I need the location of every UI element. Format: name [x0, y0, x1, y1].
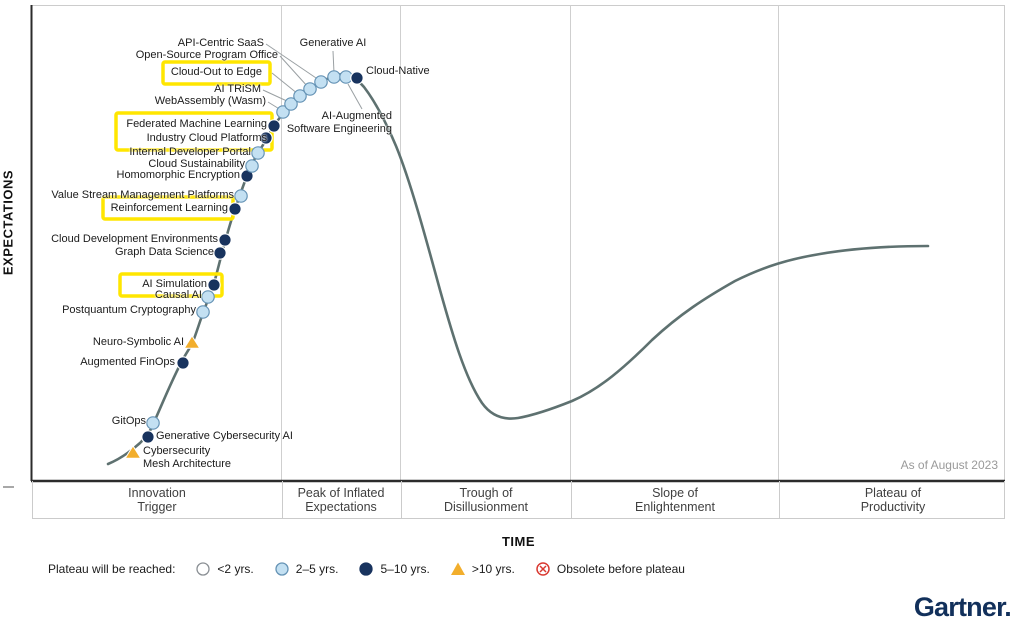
leader-line-open-source-program-office: [279, 55, 309, 88]
phase-label-slope-of-enlightenment: Slope of Enlightenment: [585, 486, 765, 514]
x-axis-label: TIME: [501, 534, 536, 549]
legend-item-label: 5–10 yrs.: [380, 562, 430, 576]
leader-lines: [262, 43, 363, 111]
legend-item-label: >10 yrs.: [471, 562, 515, 576]
tech-marker-graph-data-science: [213, 246, 227, 260]
highlight-box: [114, 111, 274, 152]
phase-separator: [571, 481, 572, 518]
legend-prefix: Plateau will be reached:: [48, 562, 176, 576]
phase-label-line: Slope of: [652, 486, 698, 500]
y-axis-label: EXPECTATIONS: [0, 169, 16, 276]
tech-marker-cloud-development-environments: [218, 233, 232, 247]
highlight-box: [118, 272, 224, 298]
phase-label-innovation-trigger: Innovation Trigger: [67, 486, 247, 514]
phase-gridlines: [281, 5, 779, 481]
tech-marker-ai-trism: [284, 97, 298, 111]
tech-marker-federated-machine-learning: [267, 119, 281, 133]
highlight-box: [161, 60, 272, 86]
phase-label-line: Disillusionment: [443, 500, 529, 514]
tech-marker-cybersecurity-mesh-architecture: [124, 444, 142, 459]
tech-marker-reinforcement-learning: [228, 202, 242, 216]
tech-marker-industry-cloud-platforms: [259, 131, 273, 145]
highlight-box: [101, 195, 235, 221]
legend-light-icon: [275, 562, 289, 576]
tech-marker-cloud-native: [350, 71, 364, 85]
tech-marker-cloud-out-to-edge: [293, 89, 307, 103]
leader-line-ai-augmented-software-engineering: [347, 83, 363, 110]
legend-white-icon: [196, 562, 211, 576]
leader-line-generative-ai: [332, 50, 335, 74]
phase-label-line: Expectations: [305, 500, 377, 514]
leader-line-ai-trism: [262, 89, 290, 103]
tech-marker-api-centric-saas: [314, 75, 328, 89]
tech-markers: [124, 70, 364, 459]
leader-line-cloud-out-to-edge: [271, 72, 299, 95]
tech-marker-augmented-finops: [176, 356, 190, 370]
legend-item-label: Obsolete before plateau: [556, 562, 685, 576]
tech-marker-ai-simulation: [207, 278, 221, 292]
legend-item-10-yrs: >10 yrs.: [450, 561, 515, 577]
phase-band: Innovation Trigger Peak of Inflated Expecta…: [32, 481, 1005, 519]
legend-item-label: <2 yrs.: [217, 562, 254, 576]
tech-marker-generative-cybersecurity-ai: [141, 430, 155, 444]
legend-triangle-icon: [450, 562, 465, 575]
hype-curve: [106, 72, 930, 466]
legend-item-5-10-yrs: 5–10 yrs.: [358, 561, 430, 577]
phase-label-line: Peak of Inflated: [297, 486, 385, 500]
phase-label-line: Trigger: [137, 500, 177, 514]
phase-separator: [282, 481, 283, 518]
tech-marker-neuro-symbolic-ai: [183, 334, 201, 349]
tech-marker-webassembly-wasm: [276, 105, 290, 119]
tech-marker-open-source-program-office: [303, 82, 317, 96]
as-of-date: As of August 2023: [900, 458, 998, 472]
tech-marker-causal-ai: [201, 290, 215, 304]
gartner-logo: Gartner.: [913, 592, 1012, 622]
chart-frame: [3, 5, 1005, 488]
tech-marker-value-stream-management-platforms: [234, 189, 248, 203]
tech-marker-internal-developer-portal: [251, 146, 265, 160]
legend-item-2-yrs: <2 yrs.: [195, 561, 254, 577]
legend-item-obsolete-before-plateau: Obsolete before plateau: [535, 561, 685, 577]
phase-label-line: Enlightenment: [635, 500, 715, 514]
legend-item-2-5-yrs: 2–5 yrs.: [274, 561, 339, 577]
tech-marker-generative-ai: [327, 70, 341, 84]
legend-obsolete-icon: [536, 562, 550, 576]
phase-separator: [779, 481, 780, 518]
phase-label-peak-of-inflated-expectations: Peak of Inflated Expectations: [251, 486, 431, 514]
phase-label-line: Plateau of: [864, 486, 922, 500]
phase-label-line: Productivity: [860, 500, 926, 514]
phase-label-line: Innovation: [128, 486, 186, 500]
phase-separator: [401, 481, 402, 518]
tech-marker-cloud-sustainability: [245, 159, 259, 173]
leader-line-api-centric-saas: [265, 43, 320, 81]
tech-marker-postquantum-cryptography: [196, 305, 210, 319]
legend-navy-icon: [359, 562, 374, 576]
phase-label-line: Trough of: [459, 486, 513, 500]
legend-item-label: 2–5 yrs.: [295, 562, 339, 576]
legend: Plateau will be reached: <2 yrs. 2–5 yrs.…: [48, 561, 685, 577]
phase-label-plateau-of-productivity: Plateau of Productivity: [803, 486, 983, 514]
tech-marker-gitops: [146, 416, 160, 430]
phase-label-trough-of-disillusionment: Trough of Disillusionment: [396, 486, 576, 514]
